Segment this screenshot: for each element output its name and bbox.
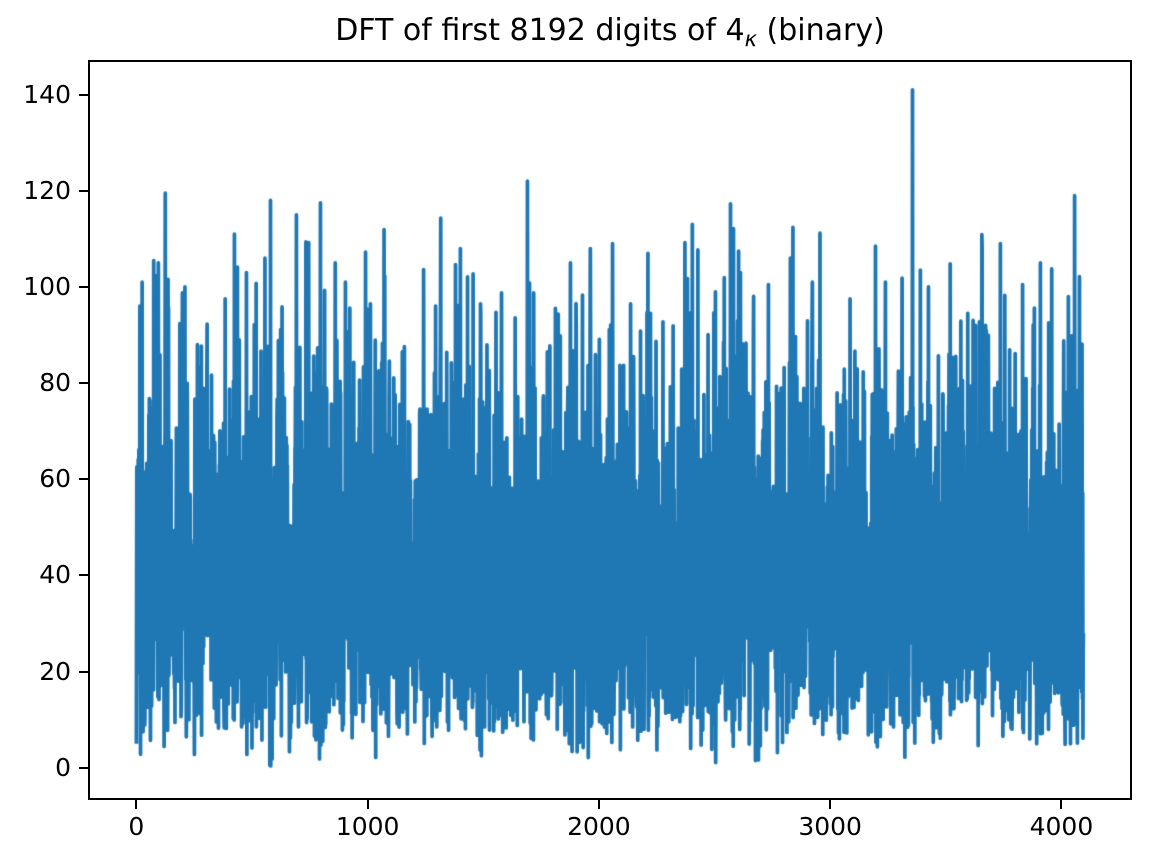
chart-title: DFT of first 8192 digits of 4κ (binary) [89,13,1131,57]
chart-title-prefix: DFT of first 8192 digits of 4 [335,13,745,48]
x-axis-tick-label: 2000 [567,812,631,841]
x-axis-tick-label: 0 [128,812,145,841]
dft-magnitude-series-line [90,62,1130,798]
chart-title-subscript-kappa: κ [744,27,757,51]
y-axis-tick-label: 100 [23,271,71,301]
x-axis-tick [597,800,600,809]
y-axis-tick-label: 80 [39,368,71,398]
x-axis-tick [135,800,138,809]
chart-title-suffix: (binary) [757,13,885,48]
y-axis-tick-label: 20 [39,656,71,686]
y-axis-tick [79,766,88,769]
y-axis-tick [79,574,88,577]
y-axis-tick-label: 60 [39,464,71,494]
x-axis-tick [366,800,369,809]
x-axis-tick-label: 4000 [1029,812,1094,841]
y-axis-tick-label: 0 [55,752,71,782]
x-axis-tick-label: 3000 [798,812,862,841]
x-axis-tick [829,800,832,809]
y-axis-tick [79,93,88,96]
x-axis-tick-label: 1000 [335,812,400,841]
y-axis-tick-label: 120 [23,175,71,205]
y-axis-tick [79,478,88,481]
y-axis-tick-label: 140 [23,79,71,109]
y-axis-tick [79,189,88,192]
x-axis-tick [1060,800,1063,809]
y-axis-tick [79,670,88,673]
y-axis-tick-label: 40 [39,560,71,590]
y-axis-tick [79,382,88,385]
y-axis-tick [79,285,88,288]
